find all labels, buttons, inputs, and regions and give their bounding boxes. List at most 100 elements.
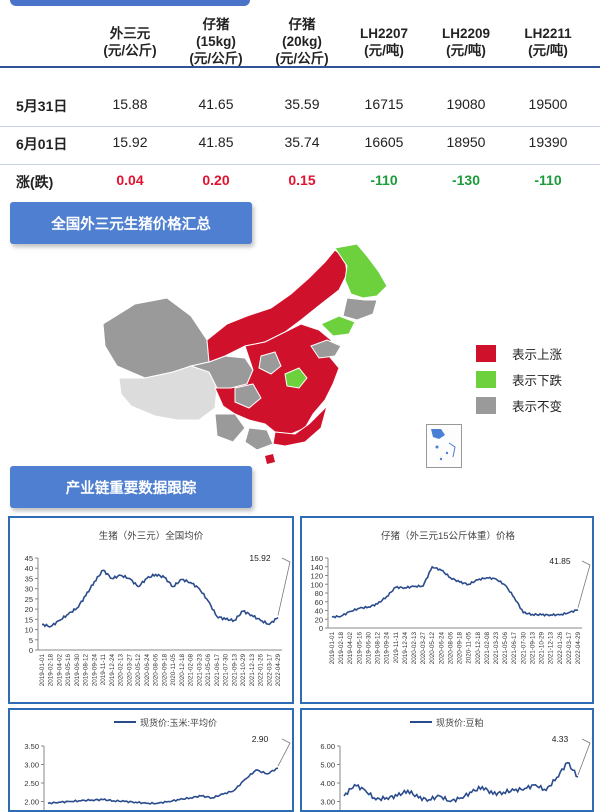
y-tick-label: 4.00 xyxy=(320,779,335,788)
x-tick-label: 2021-05-06 xyxy=(502,632,509,665)
x-tick-label: 2022-04-29 xyxy=(275,654,282,687)
map-region-hainan xyxy=(265,454,275,464)
x-tick-label: 2021-06-17 xyxy=(214,654,221,687)
x-tick-label: 2019-05-16 xyxy=(65,654,72,687)
x-tick-label: 2020-08-06 xyxy=(447,632,454,665)
x-tick-label: 2019-12-24 xyxy=(402,632,409,665)
x-tick-label: 2022-03-17 xyxy=(266,654,273,687)
chart-frame-corn-price: 现货价:玉米:平均价1.502.002.503.003.502.90 xyxy=(8,708,294,812)
chart-legend-label: 现货价:玉米:平均价 xyxy=(140,717,217,728)
x-tick-label: 2020-03-27 xyxy=(126,654,133,687)
column-header-text: (元/公斤) xyxy=(275,51,329,66)
map-region-yunnan xyxy=(214,413,246,443)
table-cell: 0.20 xyxy=(202,172,230,188)
column-header-text: (20kg) xyxy=(282,34,322,49)
column-header-text: (元/吨) xyxy=(528,43,568,58)
legend-item: 表示下跌 xyxy=(476,366,562,392)
x-tick-label: 2020-11-05 xyxy=(170,654,177,686)
table-cell: 19080 xyxy=(446,96,486,112)
table-cell: 16715 xyxy=(364,96,404,112)
x-tick-label: 2021-10-29 xyxy=(240,654,247,687)
x-tick-label: 2021-06-17 xyxy=(511,632,518,665)
table-cell: 35.74 xyxy=(284,134,320,150)
y-tick-label: 40 xyxy=(315,607,323,616)
x-tick-label: 2019-05-16 xyxy=(356,632,363,665)
column-header-text: LH2211 xyxy=(524,26,572,41)
table-cell: 18950 xyxy=(446,134,486,150)
x-tick-label: 2019-11-11 xyxy=(100,654,107,686)
map-region-guangdong xyxy=(272,404,328,447)
x-tick-label: 2019-11-11 xyxy=(393,632,400,664)
x-tick-label: 2020-09-18 xyxy=(457,632,464,665)
legend-item: 表示上涨 xyxy=(476,340,562,366)
map-region-sichuan xyxy=(234,383,262,409)
y-tick-label: 20 xyxy=(25,605,33,614)
x-tick-label: 2019-06-30 xyxy=(74,654,81,687)
x-tick-label: 2020-05-12 xyxy=(429,632,436,665)
x-tick-label: 2020-09-18 xyxy=(161,654,168,687)
x-tick-label: 2020-02-13 xyxy=(411,632,418,665)
y-tick-label: 100 xyxy=(310,580,323,589)
map-section-title: 全国外三元生猪价格汇总 xyxy=(10,202,252,244)
x-tick-label: 2020-02-13 xyxy=(118,654,125,687)
x-tick-label: 2019-01-01 xyxy=(39,654,46,687)
y-tick-label: 140 xyxy=(310,563,323,572)
y-tick-label: 3.00 xyxy=(24,761,39,770)
y-tick-label: 30 xyxy=(25,585,33,594)
x-tick-label: 2019-04-02 xyxy=(347,632,354,665)
legend-swatch xyxy=(476,370,496,388)
y-tick-label: 3.50 xyxy=(24,742,39,751)
y-tick-label: 6.00 xyxy=(320,742,335,751)
x-tick-label: 2019-12-24 xyxy=(109,654,116,687)
y-tick-label: 5.00 xyxy=(320,761,335,770)
column-header-3: 仔猪 (20kg) (元/公斤) xyxy=(262,16,342,67)
column-header-text: (元/公斤) xyxy=(189,51,243,66)
table-cell: 19390 xyxy=(528,134,568,150)
x-tick-label: 2021-05-06 xyxy=(205,654,212,687)
table-cell: 41.65 xyxy=(198,96,234,112)
y-tick-label: 20 xyxy=(315,615,323,624)
series-line xyxy=(331,565,579,619)
map-region-guangxi xyxy=(244,427,274,451)
chart-frame-piglet-price: 仔猪（外三元15公斤体重）价格 0 20 40 60 80 100 120 140 160 2019… xyxy=(300,516,594,704)
map-region-shandong xyxy=(310,339,342,359)
annotation-leader xyxy=(277,557,291,616)
y-tick-label: 0 xyxy=(29,646,33,655)
row-label: 5月31日 xyxy=(16,98,68,114)
x-tick-label: 2022-01-26 xyxy=(557,632,564,665)
column-header-text: (元/公斤) xyxy=(103,43,157,58)
y-tick-label: 35 xyxy=(25,574,33,583)
map-legend: 表示上涨表示下跌 表示不变 xyxy=(476,340,562,418)
row-separator xyxy=(0,126,600,127)
column-header-text: (元/吨) xyxy=(364,43,404,58)
x-tick-label: 2022-01-26 xyxy=(258,654,265,687)
x-tick-label: 2021-03-23 xyxy=(196,654,203,687)
table-cell: 0.04 xyxy=(116,172,144,188)
series-line xyxy=(343,761,579,804)
x-tick-label: 2020-03-27 xyxy=(420,632,427,665)
map-region-heilongjiang xyxy=(334,243,388,299)
y-tick-label: 3.00 xyxy=(320,798,335,807)
column-header-4: LH2207 (元/吨) xyxy=(344,25,424,59)
x-tick-label: 2021-02-08 xyxy=(484,632,491,665)
annotation-label: 4.33 xyxy=(552,734,569,744)
annotation-leader xyxy=(277,738,291,767)
x-tick-label: 2021-12-13 xyxy=(548,632,555,665)
row-separator xyxy=(0,164,600,165)
map-region-liaoning xyxy=(320,315,356,337)
table-cell: 19500 xyxy=(528,96,568,112)
legend-item: 表示不变 xyxy=(476,392,562,418)
table-cell: 16605 xyxy=(364,134,404,150)
annotation-label: 15.92 xyxy=(249,553,271,563)
map-region-tibet xyxy=(118,365,218,421)
column-header-text: 仔猪 xyxy=(202,17,230,32)
legend-label: 表示上涨 xyxy=(512,347,563,362)
column-header-2: 仔猪 (15kg) (元/公斤) xyxy=(176,16,256,67)
table-cell: 35.59 xyxy=(284,96,320,112)
y-tick-label: 60 xyxy=(315,598,323,607)
chart-frame-soymeal-price: 现货价:豆粕2.003.004.005.006.004.33 xyxy=(300,708,594,812)
table-cell: -130 xyxy=(451,172,481,188)
south-china-sea-inset xyxy=(426,424,462,468)
y-tick-label: 10 xyxy=(25,626,33,635)
x-tick-label: 2021-07-30 xyxy=(223,654,230,687)
